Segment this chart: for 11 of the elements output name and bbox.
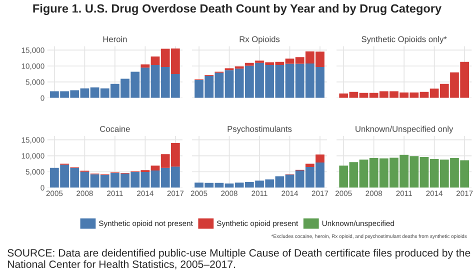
chart-title: Heroin (103, 36, 127, 42)
chart-title: Rx Opioids (240, 36, 280, 44)
bar (316, 154, 324, 162)
chart-title: Cocaine (100, 126, 130, 132)
bar (305, 164, 314, 167)
chart-title: Synthetic Opioids only* (362, 36, 447, 44)
chart-title: Unknown/Unspecified only (356, 126, 454, 134)
chart-title: Psychostimulants (228, 126, 292, 134)
source-note: SOURCE: Data are deidentified public-use Multiple Cause of Death certificate files produced by the National Center for Health Statistics, 2005–2017. (8, 248, 470, 270)
bar (234, 66, 244, 69)
text: Figure 1. U.S. Drug Overdose Death Count by Year and by Drug Category (33, 4, 442, 16)
